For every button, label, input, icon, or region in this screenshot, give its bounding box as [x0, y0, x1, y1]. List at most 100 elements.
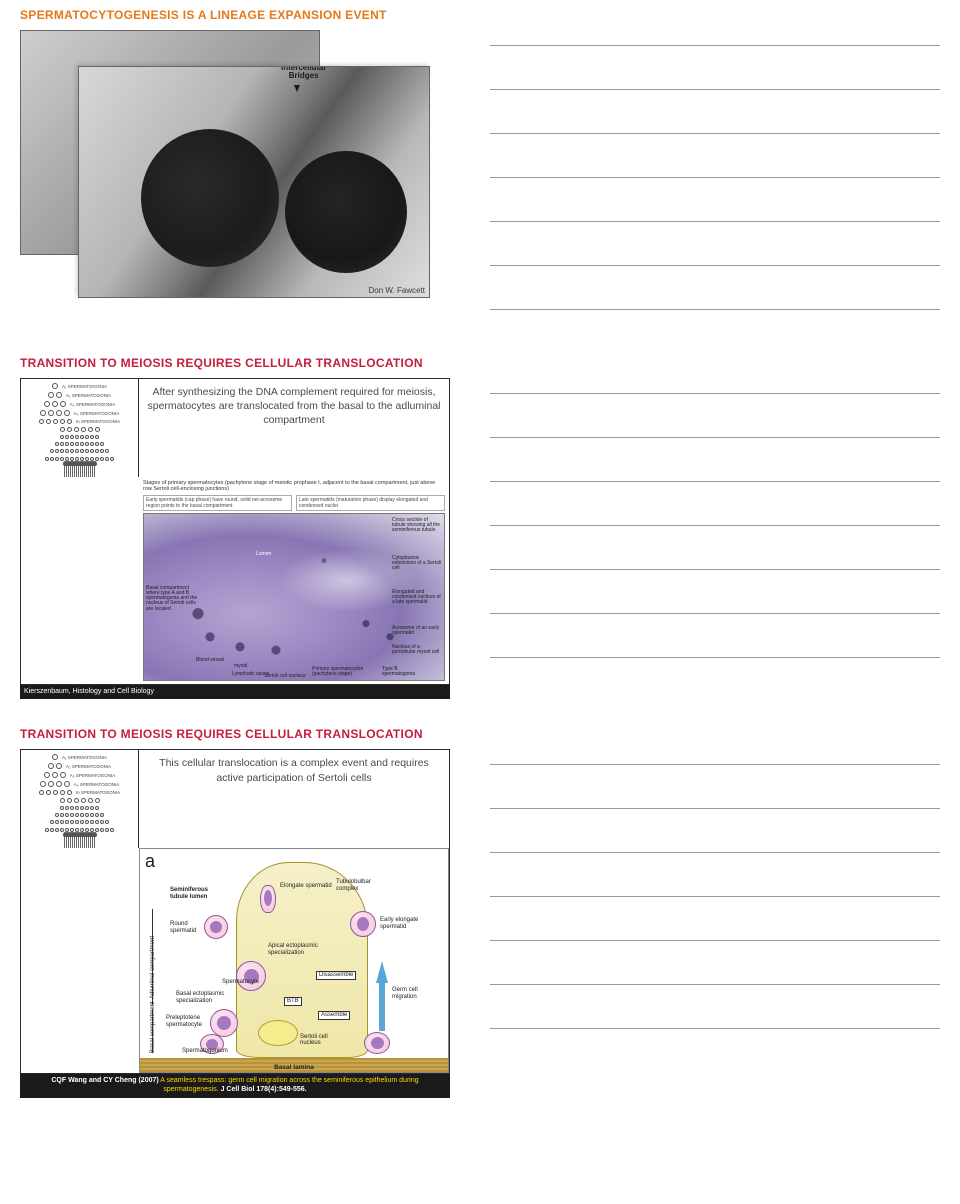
- note-line: [490, 909, 940, 941]
- slide-1-attribution: Don W. Fawcett: [369, 286, 425, 295]
- slide-2-citation: Kierszenbaum, Histology and Cell Biology: [20, 685, 450, 700]
- note-line: [490, 997, 940, 1029]
- note-line: [490, 190, 940, 222]
- lbl-spermatocyte: Spermatocyte: [222, 979, 259, 985]
- note-line: [490, 234, 940, 266]
- slide-row-2: TRANSITION TO MEIOSIS REQUIRES CELLULAR …: [20, 356, 940, 699]
- sperm-row: [21, 464, 138, 477]
- tree-label-a1: A₁ SPERMATOGONIA: [62, 755, 107, 760]
- slide-2-title: TRANSITION TO MEIOSIS REQUIRES CELLULAR …: [20, 356, 450, 370]
- lbl-round-sp: Round spermatid: [170, 921, 210, 934]
- migration-arrow-icon: [376, 961, 388, 983]
- slide-3-left: TRANSITION TO MEIOSIS REQUIRES CELLULAR …: [20, 727, 450, 1098]
- em-front-image: Intercellular Bridges Don W. Fawcett: [78, 66, 430, 298]
- bridge-arrow-icon: [294, 85, 300, 92]
- note-line: [490, 582, 940, 614]
- slide-1-left: SPERMATOCYTOGENESIS IS A LINEAGE EXPANSI…: [20, 8, 450, 328]
- note-line: [490, 58, 940, 90]
- note-line: [490, 821, 940, 853]
- histology-image: Cross section of tubule showing all the …: [143, 513, 445, 681]
- lbl-sert-nuc: Sertoli cell nucleus: [300, 1034, 338, 1047]
- lbl-early-elon: Early elongate spermatid: [380, 917, 420, 930]
- slide-1-title: SPERMATOCYTOGENESIS IS A LINEAGE EXPANSI…: [20, 8, 450, 22]
- lineage-tree: A₁ SPERMATOGONIA A₂ SPERMATOGONIA A₃ SPE…: [21, 754, 138, 848]
- lbl-prim: Primary spermatocytes (pachytene stage): [312, 667, 372, 678]
- slide-3-figure: a Basal la: [20, 848, 450, 1074]
- slide-row-1: SPERMATOCYTOGENESIS IS A LINEAGE EXPANSI…: [20, 8, 940, 328]
- tree-label-a2: A₂ SPERMATOGONIA: [66, 393, 111, 398]
- note-line: [490, 450, 940, 482]
- early-spermatid-box: Early spermatids (cap phase) have round,…: [143, 495, 292, 511]
- early-elongate-spermatid: [350, 911, 376, 937]
- histo-caption-top: Stages of primary spermatocytes (pachyte…: [143, 480, 445, 493]
- tree-label-a3: A₃ SPERMATOGONIA: [70, 402, 115, 407]
- note-line: [490, 626, 940, 658]
- sertoli-schematic: a Basal la: [139, 848, 449, 1073]
- note-line: [490, 494, 940, 526]
- slide-1-notes: [490, 8, 940, 328]
- spermatogonium-right: [364, 1032, 390, 1054]
- migration-arrow-stem: [379, 983, 385, 1031]
- citation-authors: CQF Wang and CY Cheng (2007): [51, 1077, 158, 1084]
- tree-label-a4: A₄ SPERMATOGONIA: [74, 411, 119, 416]
- lbl-assemble: Assemble: [318, 1011, 350, 1019]
- lbl-nucleus: Nucleus of a peritubular myoid cell: [392, 645, 442, 656]
- lbl-prelep: Preleptotene spermatocyte: [166, 1015, 218, 1028]
- lbl-basal-comp: Basal compartment: [150, 1002, 156, 1054]
- lbl-blood: Blood vessel: [196, 658, 224, 663]
- basal-lamina-label: Basal lamina: [274, 1064, 314, 1071]
- bridge-label-l2: Bridges: [289, 71, 319, 80]
- note-line: [490, 953, 940, 985]
- lbl-disassemble: Disassemble: [316, 971, 356, 979]
- tree-label-a3: A₃ SPERMATOGONIA: [70, 773, 115, 778]
- note-line: [490, 146, 940, 178]
- bridge-label: Intercellular Bridges: [281, 66, 326, 81]
- lbl-basal-ecto: Basal ectoplasmic specialization: [176, 991, 228, 1004]
- lbl-tubo: Tubulobulbar complex: [336, 879, 380, 892]
- late-spermatid-box: Late spermatids (maturation phase) displ…: [296, 495, 445, 511]
- lbl-typeb: Type B spermatogonia: [382, 667, 426, 678]
- lbl-myoid: myoid: [234, 664, 247, 669]
- lbl-acro: Acrosome of an early spermatid: [392, 626, 442, 637]
- note-line: [490, 14, 940, 46]
- slide-2-figure: Stages of primary spermatocytes (pachyte…: [20, 477, 450, 685]
- note-line: [490, 278, 940, 310]
- sperm-row: [21, 835, 138, 848]
- lbl-sert: Sertoli cell nucleus: [264, 674, 306, 679]
- slide-2-notes: [490, 356, 940, 699]
- elongate-spermatid: [260, 885, 276, 913]
- slide-2-desc: After synthesizing the DNA complement re…: [147, 385, 441, 428]
- note-line: [490, 865, 940, 897]
- lbl-elon-sp: Elongate spermatid: [280, 883, 332, 889]
- note-line: [490, 406, 940, 438]
- tree-label-in: In SPERMATOGONIA: [76, 790, 120, 795]
- note-line: [490, 777, 940, 809]
- tree-label-in: In SPERMATOGONIA: [76, 419, 120, 424]
- note-line: [490, 733, 940, 765]
- lbl-cross: Cross section of tubule showing all the …: [392, 518, 442, 534]
- note-line: [490, 538, 940, 570]
- lineage-tree: A₁ SPERMATOGONIA A₂ SPERMATOGONIA A₃ SPE…: [21, 383, 138, 477]
- lbl-adluminal: Adluminal compartment: [150, 936, 156, 999]
- lbl-sem-lumen: Seminiferous tubule lumen: [170, 887, 222, 900]
- lbl-cyto: Cytoplasmic extensions of a Sertoli cell: [392, 556, 442, 572]
- tree-label-a2: A₂ SPERMATOGONIA: [66, 764, 111, 769]
- tree-label-a4: A₄ SPERMATOGONIA: [74, 782, 119, 787]
- lbl-basal: Basal compartment where type A and B spe…: [146, 586, 201, 612]
- slide-3-desc: This cellular translocation is a complex…: [147, 756, 441, 784]
- panel-a-marker: a: [145, 851, 155, 872]
- em-stack: mitment until eloping germ- me cytoplasm…: [20, 30, 450, 298]
- slide-2-left: TRANSITION TO MEIOSIS REQUIRES CELLULAR …: [20, 356, 450, 699]
- citation-journal: J Cell Biol 178(4):549-556.: [221, 1086, 307, 1093]
- slide-3-notes: [490, 727, 940, 1098]
- note-line: [490, 362, 940, 394]
- slide-3-citation: CQF Wang and CY Cheng (2007) A seamless …: [20, 1074, 450, 1098]
- lbl-spermatogonium: Spermatogonium: [182, 1048, 228, 1054]
- citation-text: Kierszenbaum, Histology and Cell Biology: [24, 688, 154, 695]
- lbl-elon: Elongated and condensed nucleus of a lat…: [392, 590, 442, 606]
- note-line: [490, 102, 940, 134]
- lbl-germ-mig: Germ cell migration: [392, 987, 428, 1000]
- tree-label-a1: A₁ SPERMATOGONIA: [62, 384, 107, 389]
- lbl-apical: Apical ectoplasmic specialization: [268, 943, 324, 956]
- slide-row-3: TRANSITION TO MEIOSIS REQUIRES CELLULAR …: [20, 727, 940, 1098]
